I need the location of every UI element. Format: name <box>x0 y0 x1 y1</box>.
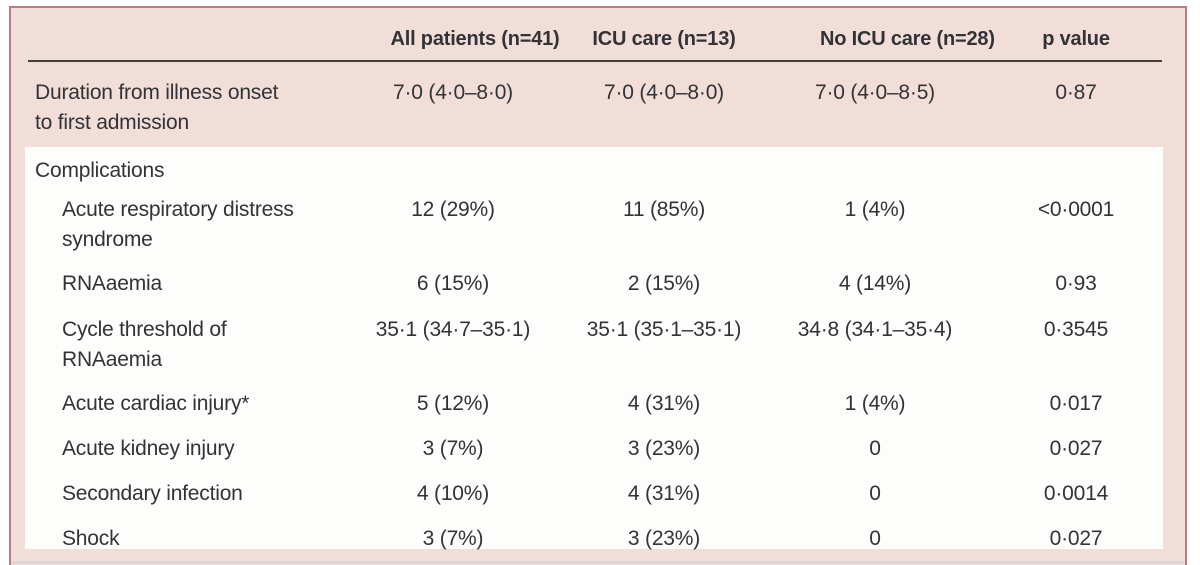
row-label: Acute cardiac injury* <box>62 392 250 415</box>
cell-icu-care: 3 (23%) <box>627 437 701 460</box>
cell-icu-care: 4 (31%) <box>627 392 701 415</box>
cell-p-value: 0·3545 <box>1043 318 1109 341</box>
cell-all-patients: 35·1 (34·7–35·1) <box>375 318 531 341</box>
cell-all-patients <box>358 156 568 189</box>
cell-no-icu-care: 0 <box>869 482 881 505</box>
row-shock: Shock 3 (7%) 3 (23%) 0 0·027 <box>28 518 1162 550</box>
row-complications-section-header: Complications <box>28 147 1162 189</box>
cell-icu-care: 7·0 (4·0–8·0) <box>604 81 724 104</box>
table-frame: All patients (n=41) ICU care (n=13) No I… <box>9 6 1187 565</box>
row-acute-kidney-injury: Acute kidney injury 3 (7%) 3 (23%) 0 0·0… <box>28 428 1162 473</box>
cell-icu-care: 11 (85%) <box>622 198 706 221</box>
row-label: Acute kidney injury <box>62 437 235 460</box>
row-label: Acute respiratory distress syndrome <box>62 198 294 251</box>
column-header-empty <box>28 51 358 60</box>
cell-p-value: <0·0001 <box>1037 198 1115 221</box>
cell-icu-care: 2 (15%) <box>627 272 701 295</box>
cell-no-icu-care: 0 <box>869 437 881 460</box>
complications-section: Complications Acute respiratory distress… <box>25 147 1163 550</box>
cell-no-icu-care <box>760 156 990 189</box>
row-label: Secondary infection <box>62 482 243 505</box>
row-acute-respiratory-distress-syndrome: Acute respiratory distress syndrome 12 (… <box>28 189 1162 263</box>
row-duration-onset-to-admission: Duration from illness onset to first adm… <box>28 62 1162 147</box>
row-secondary-infection: Secondary infection 4 (10%) 4 (31%) 0 0·… <box>28 473 1162 518</box>
cell-icu-care: 35·1 (35·1–35·1) <box>586 318 742 341</box>
column-header-icu-care: ICU care (n=13) <box>592 28 736 50</box>
row-rnaaemia: RNAaemia 6 (15%) 2 (15%) 4 (14%) 0·93 <box>28 263 1162 309</box>
cell-no-icu-care: 34·8 (34·1–35·4) <box>797 318 953 341</box>
table-header-row: All patients (n=41) ICU care (n=13) No I… <box>28 8 1162 62</box>
cell-p-value: 0·027 <box>1049 437 1103 460</box>
cell-p-value: 0·93 <box>1055 272 1097 295</box>
cell-no-icu-care: 4 (14%) <box>838 272 912 295</box>
cell-no-icu-care: 1 (4%) <box>844 392 906 415</box>
cell-p-value: 0·017 <box>1049 392 1103 415</box>
cell-icu-care <box>568 156 760 189</box>
cell-no-icu-care: 0 <box>869 527 881 550</box>
column-header-all-patients: All patients (n=41) <box>390 28 560 50</box>
row-label: RNAaemia <box>62 272 162 295</box>
row-label: Shock <box>62 527 120 550</box>
cell-icu-care: 4 (31%) <box>627 482 701 505</box>
cell-p-value: 0·0014 <box>1043 482 1109 505</box>
cell-icu-care: 3 (23%) <box>627 527 701 550</box>
cell-p-value: 0·87 <box>1055 81 1097 104</box>
row-label: Duration from illness onset to first adm… <box>35 81 279 134</box>
column-header-p-value: p value <box>1042 28 1110 50</box>
section-label: Complications <box>35 159 165 182</box>
row-cycle-threshold-of-rnaaemia: Cycle threshold of RNAaemia 35·1 (34·7–3… <box>28 309 1162 383</box>
cell-all-patients: 4 (10%) <box>416 482 490 505</box>
cell-all-patients: 3 (7%) <box>422 527 484 550</box>
cell-all-patients: 7·0 (4·0–8·0) <box>393 81 513 104</box>
column-header-no-icu-care: No ICU care (n=28) <box>820 28 995 50</box>
row-acute-cardiac-injury: Acute cardiac injury* 5 (12%) 4 (31%) 1 … <box>28 383 1162 428</box>
cell-no-icu-care: 1 (4%) <box>844 198 906 221</box>
cell-no-icu-care: 7·0 (4·0–8·5) <box>815 81 935 104</box>
cell-all-patients: 12 (29%) <box>411 198 495 221</box>
cell-all-patients: 6 (15%) <box>416 272 490 295</box>
cell-p-value: 0·027 <box>1049 527 1103 550</box>
row-label: Cycle threshold of RNAaemia <box>62 318 227 371</box>
cell-all-patients: 3 (7%) <box>422 437 484 460</box>
crop-edge-line <box>11 561 1185 564</box>
cell-all-patients: 5 (12%) <box>416 392 490 415</box>
cell-p-value <box>990 156 1162 189</box>
